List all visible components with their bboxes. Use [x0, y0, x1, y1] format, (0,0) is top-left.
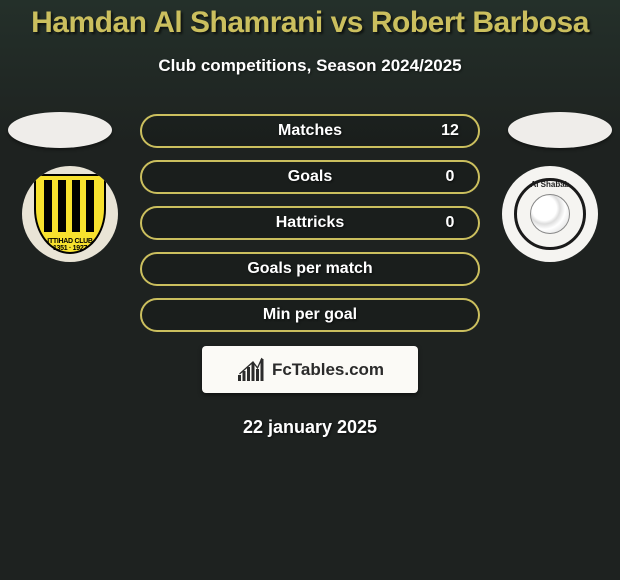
stat-row-hattricks: Hattricks 0 — [140, 206, 480, 240]
club-right-logo: Al Shabab — [502, 166, 598, 262]
stat-label: Goals per match — [184, 260, 436, 278]
brand-box: FcTables.com — [202, 346, 418, 393]
stat-label: Hattricks — [184, 214, 436, 232]
player1-name: Hamdan Al Shamrani — [31, 6, 323, 39]
stat-right-value: 0 — [436, 168, 464, 186]
player2-photo-placeholder — [508, 112, 612, 148]
stat-row-min-per-goal: Min per goal — [140, 298, 480, 332]
chart-icon — [236, 357, 266, 383]
player2-name: Robert Barbosa — [371, 6, 589, 39]
publish-date: 22 january 2025 — [0, 417, 620, 438]
stat-label: Goals — [184, 168, 436, 186]
subtitle: Club competitions, Season 2024/2025 — [0, 56, 620, 76]
club-left-label: ITTIHAD CLUB — [47, 238, 92, 245]
stat-label: Matches — [184, 122, 436, 140]
club-left-logo: ITTIHAD CLUB 1351 · 1927 — [22, 166, 118, 262]
stat-right-value: 12 — [436, 122, 464, 140]
stat-row-goals: Goals 0 — [140, 160, 480, 194]
comparison-area: ITTIHAD CLUB 1351 · 1927 Al Shabab Match… — [0, 114, 620, 326]
club-left-year: 1351 · 1927 — [53, 245, 87, 252]
stat-right-value: 0 — [436, 214, 464, 232]
shabab-crest: Al Shabab — [510, 174, 590, 254]
player1-photo-placeholder — [8, 112, 112, 148]
stat-row-goals-per-match: Goals per match — [140, 252, 480, 286]
brand-text: FcTables.com — [272, 360, 384, 380]
stat-label: Min per goal — [184, 306, 436, 324]
title-separator: vs — [331, 6, 363, 39]
stat-row-matches: Matches 12 — [140, 114, 480, 148]
ittihad-crest: ITTIHAD CLUB 1351 · 1927 — [34, 174, 106, 254]
page-title: Hamdan Al Shamrani vs Robert Barbosa — [0, 0, 620, 40]
